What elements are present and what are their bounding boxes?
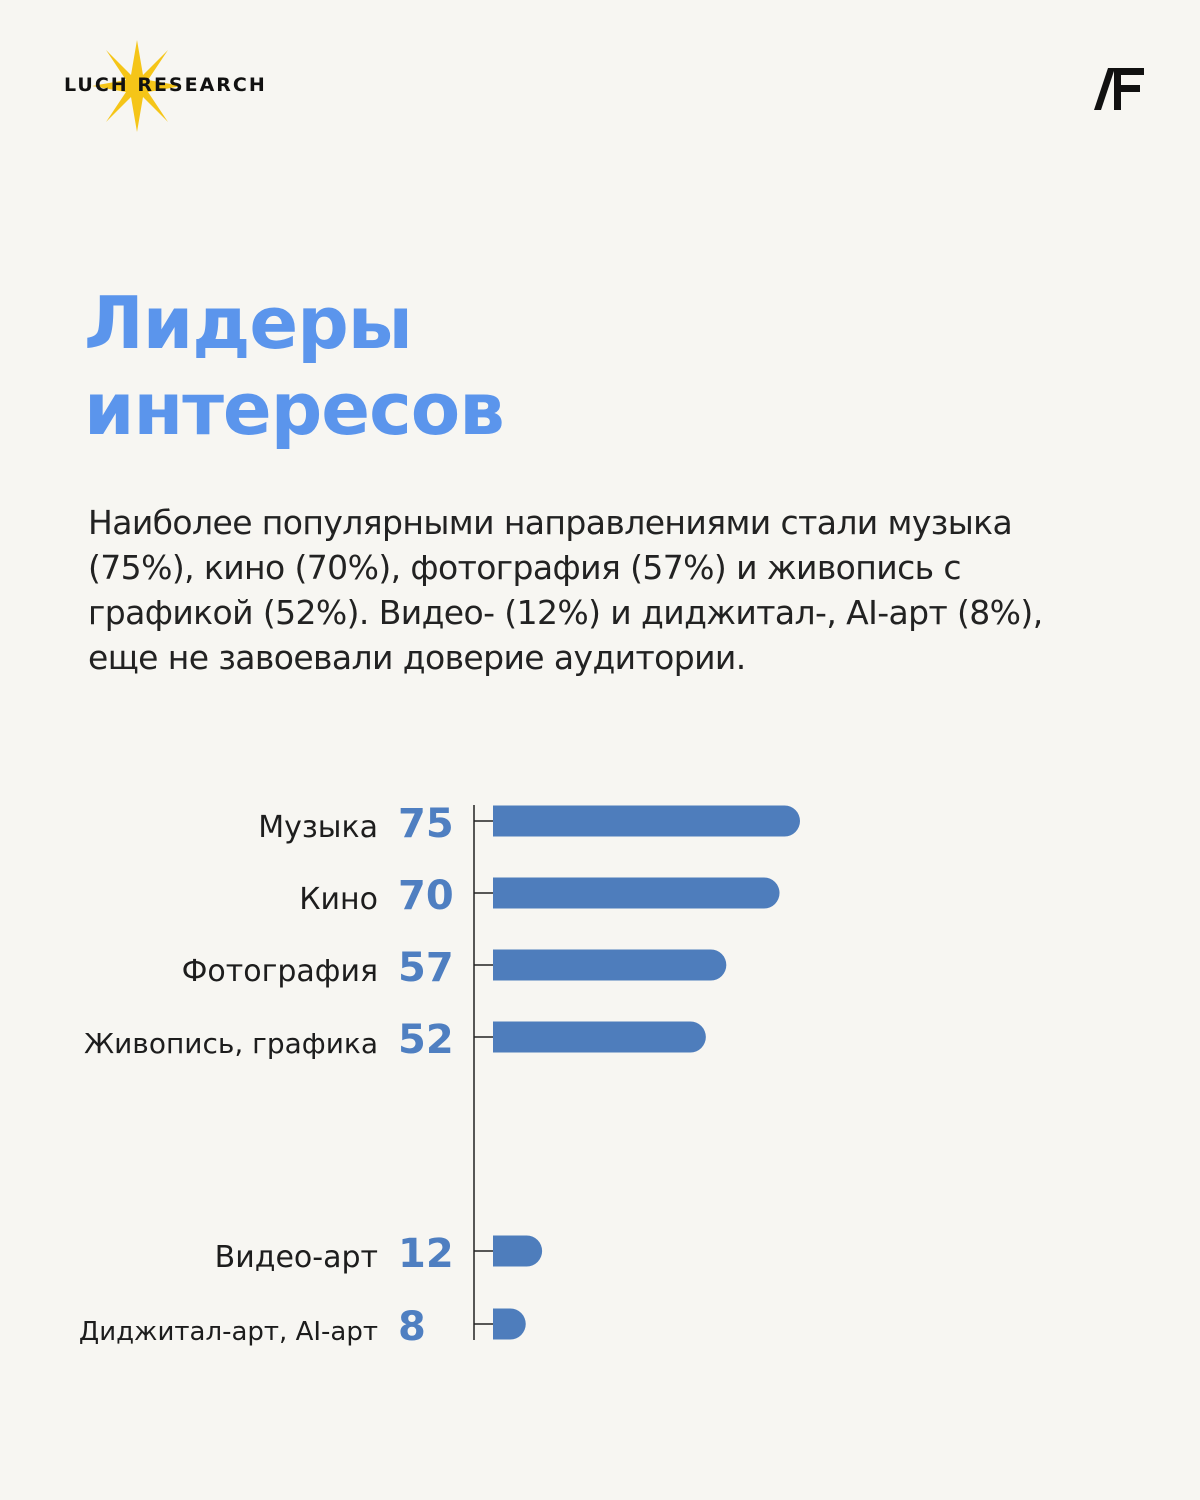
chart-bar <box>493 1308 526 1340</box>
category-label: Фотография <box>182 954 378 989</box>
data-label: 57 <box>398 945 454 991</box>
data-label: 12 <box>398 1231 454 1277</box>
data-label: 52 <box>398 1017 454 1063</box>
chart-bar <box>493 1235 543 1267</box>
data-label: 70 <box>398 873 454 919</box>
page-title: Лидеры интересов <box>84 280 984 452</box>
description-text: Наиболее популярными направлениями стали… <box>88 503 1043 677</box>
category-label: Диджитал-арт, AI-арт <box>79 1317 378 1347</box>
title-line: интересов <box>84 367 505 451</box>
af-logo: AF <box>1094 68 1144 110</box>
logo-text: LUCH RESEARCH <box>64 74 267 96</box>
chart-bar <box>493 805 800 837</box>
category-label: Видео-арт <box>215 1240 378 1275</box>
chart-bar <box>493 877 780 909</box>
category-label: Кино <box>299 882 378 917</box>
chart-bar <box>493 1021 706 1053</box>
data-label: 8 <box>398 1304 426 1350</box>
title-line: Лидеры <box>84 281 413 365</box>
luch-research-logo: LUCH RESEARCH <box>64 40 304 132</box>
category-label: Живопись, графика <box>84 1027 378 1060</box>
data-label: 75 <box>398 801 454 847</box>
category-label: Музыка <box>258 810 378 845</box>
chart-bar <box>493 949 727 981</box>
star-icon <box>92 40 182 132</box>
